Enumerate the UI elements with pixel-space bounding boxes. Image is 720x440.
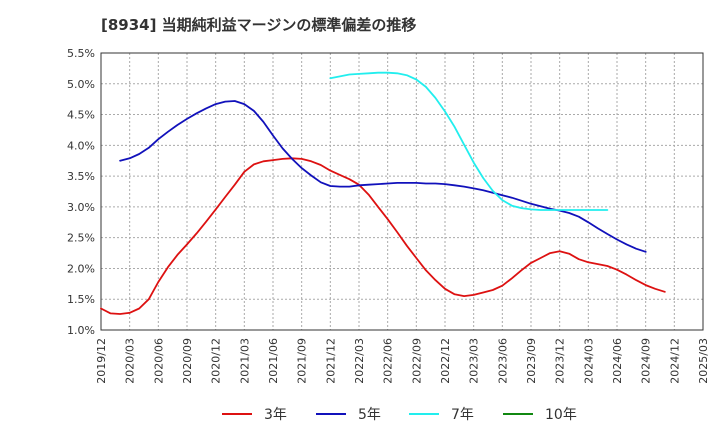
x-tick-label: 2021/06 [267,338,280,384]
y-tick-label: 1.5% [67,293,95,306]
y-tick-label: 5.0% [67,78,95,91]
x-axis-tick-labels: 2019/12 2020/03 2020/06 2020/09 2020/12 2021/… [95,338,710,384]
x-tick-label: 2023/06 [496,338,509,384]
legend-label-1: 5年 [358,407,381,423]
y-tick-label: 2.5% [67,232,95,245]
x-tick-label: 2020/09 [181,338,194,384]
y-tick-label: 3.5% [67,170,95,183]
x-tick-label: 2022/06 [382,338,395,384]
x-tick-label: 2022/09 [410,338,423,384]
x-tick-label: 2020/12 [210,338,223,384]
x-tick-label: 2023/03 [468,338,481,384]
y-tick-label: 1.0% [67,324,95,337]
y-tick-label: 5.5% [67,47,95,60]
x-tick-label: 2024/09 [640,338,653,384]
y-tick-label: 2.0% [67,262,95,275]
legend-label-0: 3年 [264,407,287,423]
x-tick-label: 2025/03 [697,338,710,384]
y-tick-label: 4.0% [67,139,95,152]
grid-lines [101,53,703,330]
x-tick-label: 2020/03 [124,338,137,384]
legend: 3年 5年 7年 10年 [222,407,577,423]
x-tick-label: 2020/06 [152,338,165,384]
x-tick-label: 2023/12 [554,338,567,384]
chart-title: [8934] 当期純利益マージンの標準偏差の推移 [101,16,417,34]
x-tick-label: 2024/06 [611,338,624,384]
y-axis-tick-labels: 1.0% 1.5% 2.0% 2.5% 3.0% 3.5% 4.0% 4.5% 5.0% 5.5% [67,47,95,337]
legend-label-3: 10年 [545,407,577,423]
x-tick-label: 2021/09 [296,338,309,384]
series-line-0 [100,157,666,315]
x-tick-label: 2024/03 [582,338,595,384]
legend-label-2: 7年 [451,407,474,423]
plot-area [100,52,704,331]
x-tick-label: 2021/12 [324,338,337,384]
y-tick-label: 3.0% [67,201,95,214]
x-tick-label: 2021/03 [238,338,251,384]
y-tick-label: 4.5% [67,109,95,122]
x-tick-label: 2022/03 [353,338,366,384]
x-tick-label: 2019/12 [95,338,108,384]
x-tick-label: 2023/09 [525,338,538,384]
series-lines [100,71,666,315]
x-tick-label: 2024/12 [668,338,681,384]
x-tick-label: 2022/12 [439,338,452,384]
series-line-2 [329,71,609,211]
